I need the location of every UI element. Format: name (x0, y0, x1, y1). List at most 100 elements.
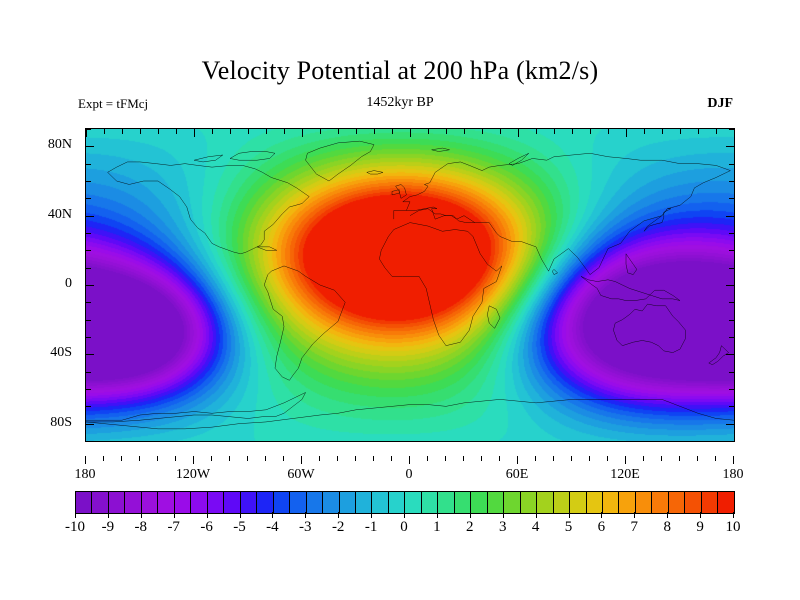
longitude-tick-top (626, 129, 627, 137)
latitude-tick (86, 146, 94, 148)
colorbar-tick (634, 512, 636, 518)
longitude-tick (211, 456, 212, 461)
colorbar-cell-30 (570, 492, 587, 513)
colorbar-ticks (75, 512, 734, 519)
colorbar-tick (75, 512, 76, 518)
longitude-tick (337, 456, 338, 461)
colorbar-cell-39 (718, 492, 734, 513)
longitude-tick (679, 456, 680, 461)
latitude-tick (726, 215, 734, 217)
colorbar-tick (733, 512, 734, 518)
longitude-tick (301, 456, 302, 464)
colorbar-tick (469, 512, 471, 518)
colorbar-cell-29 (553, 492, 571, 513)
longitude-tick (193, 456, 194, 464)
latitude-tick (86, 198, 91, 200)
colorbar-tick-label: -6 (200, 519, 213, 535)
experiment-label: Expt = tFMcj (78, 96, 149, 111)
latitude-tick (86, 319, 91, 321)
longitude-tick (733, 456, 734, 464)
latitude-tick (86, 181, 91, 182)
colorbar-tick (404, 512, 405, 518)
colorbar-cell-22 (438, 492, 455, 513)
longitude-tick-top (230, 129, 231, 134)
longitude-tick (427, 456, 428, 461)
colorbar-tick (338, 512, 340, 518)
colorbar-tick (700, 512, 702, 518)
longitude-tick (535, 456, 536, 461)
longitude-tick (355, 456, 356, 461)
longitude-tick-top (266, 129, 267, 134)
longitude-tick-top (86, 129, 87, 137)
colorbar-cell-31 (586, 492, 603, 513)
longitude-tick (175, 456, 176, 461)
longitude-tick (517, 456, 518, 464)
longitude-tick-top (500, 129, 501, 134)
longitude-tick-top (482, 129, 483, 134)
latitude-tick (86, 129, 91, 130)
colorbar-cell-8 (207, 492, 225, 513)
colorbar-cell-7 (191, 492, 208, 513)
colorbar-cell-17 (355, 492, 373, 513)
colorbar-tick-label: -2 (331, 519, 345, 535)
colorbar-tick (305, 512, 307, 518)
longitude-tick-top (176, 129, 177, 134)
colorbar-cell-21 (421, 492, 439, 513)
longitude-tick (85, 456, 86, 464)
longitude-tick (283, 456, 284, 461)
longitude-tick (265, 456, 266, 461)
colorbar-cell-4 (141, 492, 159, 513)
colorbar-tick-label: -8 (134, 519, 148, 535)
colorbar-cell-14 (306, 492, 324, 513)
latitude-tick (726, 285, 734, 286)
colorbar-cell-1 (92, 492, 109, 513)
colorbar-tick (502, 512, 504, 518)
longitude-tick (247, 456, 248, 461)
colorbar-tick (371, 512, 373, 518)
longitude-tick-label: 120W (175, 467, 211, 482)
latitude-tick (729, 181, 734, 182)
latitude-tick (729, 233, 734, 234)
longitude-tick-top (554, 129, 555, 134)
latitude-tick-label: 40S (50, 345, 72, 361)
longitude-tick-top (518, 129, 519, 137)
latitude-tick (86, 267, 91, 269)
colorbar-tick (436, 512, 438, 518)
colorbar-tick (667, 512, 669, 518)
colorbar-tick-label: -4 (266, 519, 279, 535)
latitude-tick (729, 198, 734, 200)
latitude-tick (729, 441, 734, 442)
longitude-tick-top (536, 129, 537, 134)
longitude-tick (625, 456, 626, 464)
latitude-tick (729, 250, 734, 252)
longitude-tick-top (392, 129, 393, 134)
colorbar-cell-35 (652, 492, 669, 513)
colorbar-cell-23 (454, 492, 472, 513)
colorbar-tick-label: 10 (725, 519, 741, 535)
colorbar-cell-6 (174, 492, 192, 513)
colorbar-cell-15 (323, 492, 340, 513)
colorbar-tick-label: 3 (498, 519, 507, 535)
longitude-tick (715, 456, 716, 461)
longitude-tick-label: 0 (405, 467, 413, 482)
colorbar-tick-label: 7 (630, 519, 639, 535)
colorbar-tick (239, 512, 241, 518)
longitude-tick-label: 60E (505, 467, 529, 482)
longitude-tick-top (716, 129, 717, 134)
latitude-tick (726, 146, 734, 148)
longitude-tick (103, 456, 104, 461)
figure-subtitle: 1452kyr BP (366, 95, 434, 110)
colorbar-cell-24 (471, 492, 488, 513)
colorbar-cell-16 (339, 492, 356, 513)
longitude-tick-top (140, 129, 141, 134)
colorbar-tick (140, 512, 142, 518)
longitude-axis: 180 120W 60W 0 60E 120E 180 (75, 456, 744, 482)
latitude-tick (86, 302, 91, 304)
colorbar-cell-11 (257, 492, 274, 513)
colorbar-tick-label: -9 (101, 519, 115, 535)
colorbar-cell-33 (619, 492, 636, 513)
longitude-tick-label: 120E (610, 467, 640, 482)
latitude-tick (726, 423, 734, 425)
colorbar-labels: -10 -9 -8 -7 -6 -5 -4 -3 -2 -1 0 1 2 3 4 5 6 7 8 9 10 (65, 519, 741, 541)
longitude-tick (481, 456, 482, 461)
